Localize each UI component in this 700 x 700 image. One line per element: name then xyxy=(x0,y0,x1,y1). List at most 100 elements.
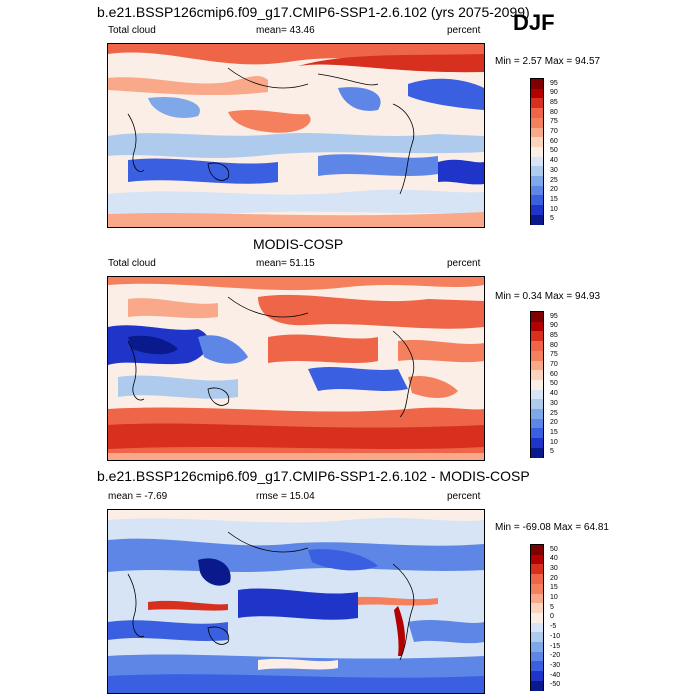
colorbar-tick-label: 75 xyxy=(550,118,558,126)
colorbar-tick-label: 10 xyxy=(550,205,558,213)
colorbar-swatch xyxy=(531,593,543,604)
mean-label: mean= 51.15 xyxy=(256,258,315,269)
variable-label: Total cloud xyxy=(108,25,156,36)
colorbar-swatch xyxy=(531,661,543,672)
colorbar-swatch xyxy=(531,545,543,555)
colorbar-tick-label: 5 xyxy=(550,215,554,223)
colorbar-tick-label: -30 xyxy=(550,661,561,669)
colorbar-swatch xyxy=(531,574,543,585)
map-field xyxy=(108,510,484,693)
colorbar-tick-label: 20 xyxy=(550,419,558,427)
colorbar-swatch xyxy=(531,214,543,225)
colorbar-tick-label: -40 xyxy=(550,671,561,679)
units-label: percent xyxy=(447,258,481,269)
colorbar-swatch xyxy=(531,447,543,458)
colorbar-swatch xyxy=(531,389,543,400)
colorbar-tick-label: 15 xyxy=(550,195,558,203)
colorbar-swatch xyxy=(531,79,543,89)
colorbar-swatch xyxy=(531,146,543,157)
colorbar xyxy=(530,544,544,691)
colorbar-swatch xyxy=(531,418,543,429)
colorbar-tick-label: -10 xyxy=(550,632,561,640)
colorbar-swatch xyxy=(531,341,543,352)
colorbar-swatch xyxy=(531,399,543,410)
difference-map xyxy=(107,509,485,694)
colorbar-tick-label: 60 xyxy=(550,370,558,378)
colorbar-swatch xyxy=(531,195,543,206)
colorbar-swatch xyxy=(531,651,543,662)
minmax-label: Min = 0.34 Max = 94.93 xyxy=(495,291,601,302)
colorbar-tick-label: 5 xyxy=(550,603,554,611)
colorbar-swatch xyxy=(531,108,543,119)
colorbar-tick-label: 10 xyxy=(550,438,558,446)
colorbar-tick-label: -15 xyxy=(550,642,561,650)
colorbar-swatch xyxy=(531,166,543,177)
colorbar-swatch xyxy=(531,127,543,138)
colorbar-tick-label: 25 xyxy=(550,176,558,184)
colorbar-tick-label: 30 xyxy=(550,399,558,407)
colorbar-swatch xyxy=(531,350,543,361)
colorbar-swatch xyxy=(531,156,543,167)
colorbar-swatch xyxy=(531,612,543,623)
minmax-label: Min = 2.57 Max = 94.57 xyxy=(495,56,601,67)
colorbar-swatch xyxy=(531,409,543,419)
colorbar-tick-label: 90 xyxy=(550,89,558,97)
colorbar-tick-label: 0 xyxy=(550,613,554,621)
colorbar-swatch xyxy=(531,564,543,575)
cloud-map xyxy=(107,276,485,461)
colorbar-swatch xyxy=(531,176,543,186)
colorbar-tick-label: -20 xyxy=(550,652,561,660)
colorbar xyxy=(530,311,544,458)
colorbar-tick-label: 15 xyxy=(550,584,558,592)
colorbar-tick-label: 75 xyxy=(550,351,558,359)
colorbar-swatch xyxy=(531,642,543,652)
colorbar-swatch xyxy=(531,98,543,109)
colorbar-tick-label: 60 xyxy=(550,137,558,145)
colorbar-swatch xyxy=(531,117,543,128)
colorbar-tick-label: 40 xyxy=(550,390,558,398)
variable-label: Total cloud xyxy=(108,258,156,269)
colorbar-swatch xyxy=(531,137,543,148)
colorbar-tick-label: 20 xyxy=(550,574,558,582)
mean-label: mean= 43.46 xyxy=(256,25,315,36)
colorbar-tick-label: 85 xyxy=(550,331,558,339)
rmse-label: rmse = 15.04 xyxy=(256,491,315,502)
colorbar-swatch xyxy=(531,438,543,449)
colorbar-tick-label: 5 xyxy=(550,448,554,456)
colorbar-swatch xyxy=(531,554,543,565)
colorbar-tick-label: 70 xyxy=(550,128,558,135)
colorbar-swatch xyxy=(531,205,543,216)
colorbar-tick-label: 90 xyxy=(550,322,558,330)
colorbar-swatch xyxy=(531,331,543,342)
colorbar-tick-label: 25 xyxy=(550,409,558,417)
colorbar-swatch xyxy=(531,185,543,196)
colorbar-swatch xyxy=(531,632,543,643)
colorbar-swatch xyxy=(531,603,543,614)
colorbar-swatch xyxy=(531,379,543,390)
colorbar-swatch xyxy=(531,428,543,439)
colorbar-swatch xyxy=(531,622,543,633)
cloud-map xyxy=(107,43,485,228)
colorbar-swatch xyxy=(531,88,543,99)
colorbar-tick-label: 30 xyxy=(550,564,558,572)
colorbar-swatch xyxy=(531,671,543,682)
colorbar xyxy=(530,78,544,225)
colorbar-tick-label: 15 xyxy=(550,428,558,436)
colorbar-tick-label: 95 xyxy=(550,312,558,320)
colorbar-tick-label: 50 xyxy=(550,380,558,388)
colorbar-tick-label: 80 xyxy=(550,341,558,349)
units-label: percent xyxy=(447,491,481,502)
colorbar-tick-label: 40 xyxy=(550,157,558,165)
colorbar-swatch xyxy=(531,360,543,371)
colorbar-tick-label: 70 xyxy=(550,361,558,368)
colorbar-swatch xyxy=(531,370,543,381)
colorbar-tick-label: 50 xyxy=(550,545,558,553)
colorbar-tick-label: -5 xyxy=(550,623,557,631)
mean-label: mean = -7.69 xyxy=(108,491,168,502)
colorbar-swatch xyxy=(531,312,543,322)
colorbar-tick-label: 40 xyxy=(550,555,558,563)
colorbar-tick-label: 30 xyxy=(550,166,558,174)
panel-title: MODIS-COSP xyxy=(253,236,344,252)
colorbar-swatch xyxy=(531,583,543,594)
panel-title: b.e21.BSSP126cmip6.f09_g17.CMIP6-SSP1-2.… xyxy=(97,468,530,484)
